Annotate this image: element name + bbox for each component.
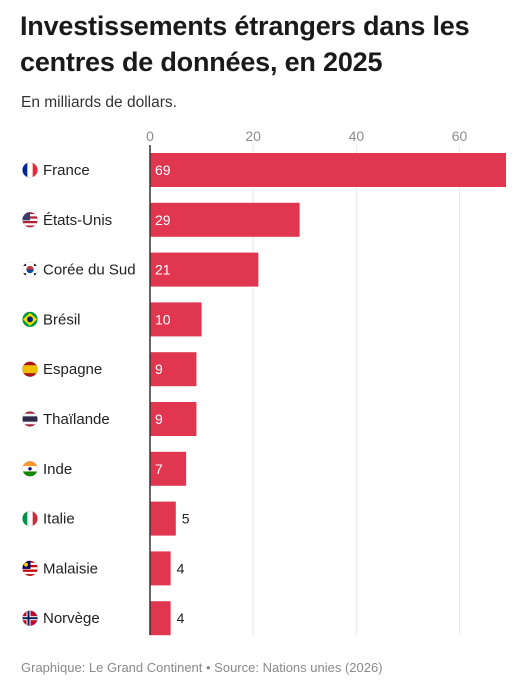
bar	[150, 252, 259, 287]
flag-stripe	[22, 416, 38, 420]
flag-spain-icon	[22, 361, 38, 377]
value-label: 10	[155, 311, 171, 327]
category-label: Malaisie	[43, 560, 98, 577]
source-note: Graphique: Le Grand Continent • Source: …	[21, 660, 383, 675]
flag-outline	[22, 560, 38, 577]
bar	[150, 551, 171, 586]
bar	[150, 202, 300, 237]
flag-stripe	[32, 162, 38, 178]
category-label: Brésil	[43, 311, 81, 328]
value-label: 21	[155, 262, 171, 278]
flag-malaysia-icon	[22, 560, 38, 576]
bar	[150, 352, 197, 387]
value-label: 4	[177, 610, 185, 626]
bar	[150, 402, 197, 436]
flag-outline	[22, 212, 38, 228]
value-label: 9	[155, 361, 163, 377]
flag-detail	[24, 562, 28, 567]
flag-stripe	[22, 571, 38, 575]
flag-detail	[22, 212, 30, 221]
flag-detail	[33, 264, 37, 266]
flag-thailand-icon	[22, 411, 38, 427]
category-label: Inde	[43, 461, 72, 478]
x-tick-label: 40	[349, 128, 365, 144]
value-label: 29	[155, 212, 171, 228]
flag-stripe	[22, 419, 38, 422]
flag-stripe	[22, 424, 38, 427]
flag-stripe	[22, 225, 38, 228]
flag-outline	[22, 610, 38, 627]
flag-detail	[28, 467, 32, 471]
value-label: 7	[155, 461, 163, 477]
flag-stripe	[22, 411, 38, 414]
value-label: 5	[182, 511, 190, 527]
flag-detail	[23, 273, 27, 276]
chart-title: Investissements étrangers dans les centr…	[20, 11, 470, 77]
flag-outline	[22, 261, 38, 278]
flag-outline	[22, 162, 38, 178]
bar	[150, 451, 187, 486]
flag-detail	[33, 273, 37, 276]
flag-stripe	[22, 413, 38, 417]
flag-outline	[22, 510, 38, 527]
bar	[150, 601, 171, 636]
flag-stripe	[22, 461, 38, 467]
flag-brazil-icon	[22, 311, 38, 327]
flag-italy-icon	[22, 511, 38, 527]
x-tick-label: 60	[452, 128, 468, 144]
flag-stripe	[22, 511, 28, 527]
flag-stripe	[22, 223, 38, 226]
category-label: Thaïlande	[43, 411, 110, 428]
flag-stripe	[22, 421, 38, 425]
chart-subtitle: En milliards de dollars.	[21, 94, 177, 111]
category-label: Espagne	[43, 361, 102, 378]
bar	[150, 153, 506, 187]
flag-stripe	[27, 511, 33, 527]
value-label: 4	[177, 560, 185, 576]
flag-south-korea-icon	[22, 262, 38, 278]
flag-detail	[27, 316, 33, 323]
flag-stripe	[22, 617, 38, 620]
category-label: France	[43, 162, 90, 179]
flag-norway-icon	[22, 610, 38, 626]
flag-stripe	[32, 511, 38, 527]
flag-detail	[26, 266, 34, 270]
flag-stripe	[22, 574, 38, 576]
category-label: Corée du Sud	[43, 262, 136, 279]
flag-france-icon	[22, 162, 38, 178]
flag-stripe	[27, 162, 33, 178]
flag-india-icon	[22, 461, 38, 477]
bar	[150, 302, 202, 337]
flag-outline	[22, 311, 38, 328]
category-label: Italie	[43, 511, 75, 528]
flag-outline	[22, 460, 38, 477]
x-tick-label: 20	[245, 128, 261, 144]
flag-usa-icon	[22, 212, 38, 228]
flag-stripe	[22, 365, 38, 374]
flag-detail	[23, 264, 27, 266]
flag-stripe	[22, 569, 38, 573]
category-label: États-Unis	[43, 212, 112, 229]
x-tick-label: 0	[146, 128, 154, 144]
category-label: Norvège	[43, 610, 100, 627]
flag-outline	[22, 411, 38, 427]
bar	[150, 501, 176, 536]
flag-stripe	[22, 220, 38, 224]
flag-stripe	[22, 162, 28, 178]
value-label: 9	[155, 411, 163, 427]
value-label: 69	[155, 162, 171, 178]
flag-stripe	[22, 471, 38, 477]
flag-outline	[22, 361, 38, 378]
